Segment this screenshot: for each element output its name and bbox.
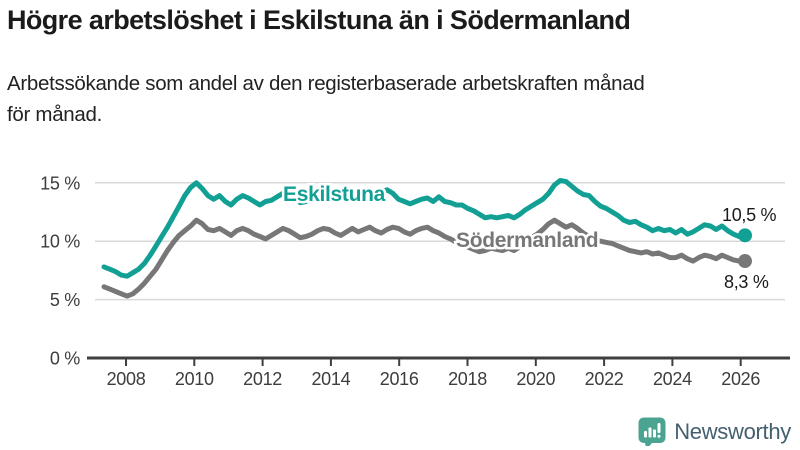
value-label-eskilstuna: 10,5 % xyxy=(722,205,777,225)
subtitle-line-1: Arbetssökande som andel av den registerb… xyxy=(7,72,645,96)
x-tick-label: 2014 xyxy=(311,369,350,389)
x-axis-ticks: 2008 2010 2012 2014 2016 2018 2020 2022 2024 2026 xyxy=(107,358,761,389)
y-tick-label: 10 % xyxy=(40,232,80,252)
newsworthy-logo: Newsworthy xyxy=(638,417,791,446)
y-tick-label: 5 % xyxy=(50,290,80,310)
series-line-södermanland xyxy=(101,217,748,299)
x-tick-label: 2008 xyxy=(107,369,146,389)
end-dot-södermanland xyxy=(738,254,752,269)
gridlines xyxy=(95,182,785,301)
end-dot-eskilstuna xyxy=(738,228,752,243)
subtitle-line-2: för månad. xyxy=(7,102,102,126)
x-tick-label: 2020 xyxy=(516,369,555,389)
y-axis-labels: 0 % 5 % 10 % 15 % xyxy=(40,173,80,368)
series-lines xyxy=(101,178,752,299)
page-title: Högre arbetslöshet i Eskilstuna än i Söd… xyxy=(7,5,631,35)
newsworthy-logo-icon xyxy=(638,417,666,446)
chart-header: Högre arbetslöshet i Eskilstuna än i Söd… xyxy=(7,5,795,131)
x-tick-label: 2024 xyxy=(653,369,692,389)
x-tick-label: 2026 xyxy=(721,369,760,389)
x-tick-label: 2010 xyxy=(175,369,214,389)
series-label-eskilstuna: Eskilstuna xyxy=(283,183,386,206)
x-tick-label: 2016 xyxy=(380,369,419,389)
x-tick-label: 2022 xyxy=(585,369,624,389)
x-tick-label: 2018 xyxy=(448,369,487,389)
y-tick-label: 15 % xyxy=(40,173,80,193)
y-tick-label: 0 % xyxy=(50,349,80,369)
series-line-eskilstuna xyxy=(101,178,748,279)
value-label-sodermanland: 8,3 % xyxy=(724,272,769,292)
series-label-sodermanland: Södermanland xyxy=(456,229,598,252)
x-tick-label: 2012 xyxy=(243,369,282,389)
newsworthy-brand-name: Newsworthy xyxy=(674,418,791,444)
chart-subtitle: Arbetssökande som andel av den registerb… xyxy=(7,69,795,131)
